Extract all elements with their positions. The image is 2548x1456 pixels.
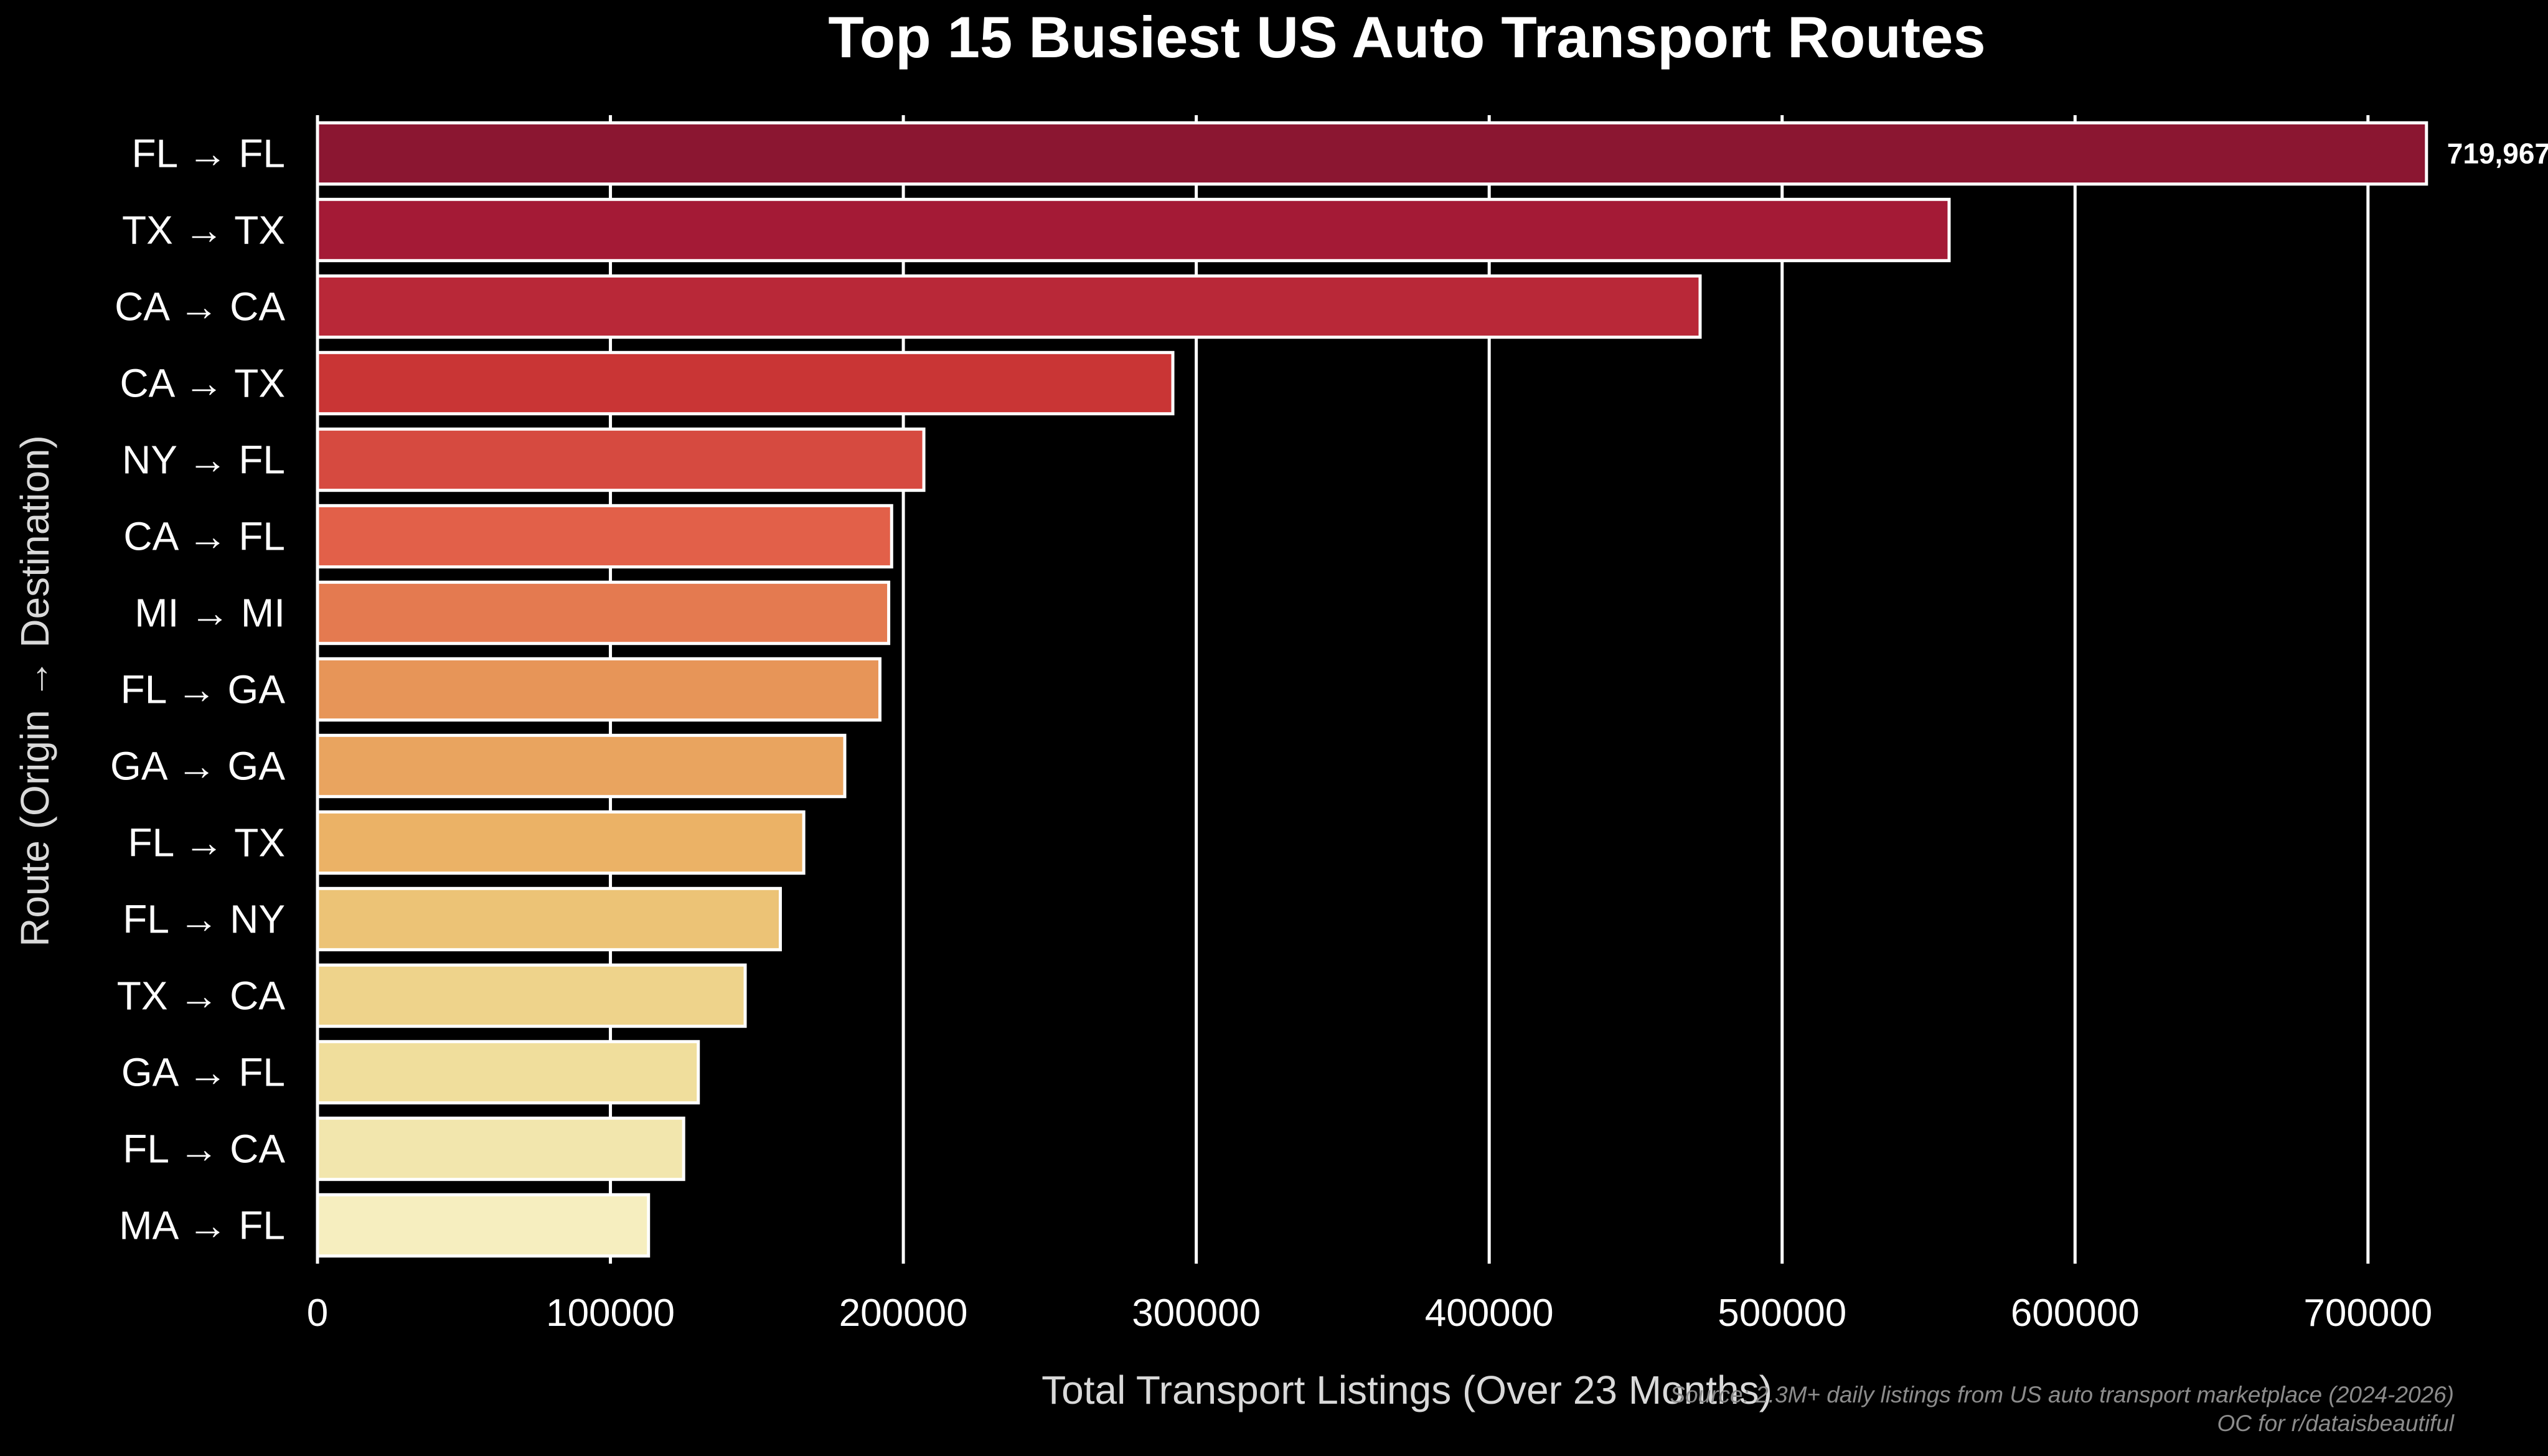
y-tick-label: MI → MI [134,591,285,636]
bar [316,1040,700,1105]
y-tick-label: CA → CA [115,284,285,329]
y-tick-label: FL → NY [123,897,285,942]
y-tick-label: GA → GA [110,744,285,789]
chart-title: Top 15 Busiest US Auto Transport Routes [828,4,1985,70]
x-tick-label: 200000 [839,1292,968,1335]
x-tick-label: 0 [307,1292,328,1335]
y-tick-label: FL → TX [128,820,286,865]
y-tick-labels: FL → FL TX → TX CA → CA CA → TX NY → FL CA → … [110,131,285,1248]
y-tick-label: CA → TX [120,361,285,406]
x-axis-label: Total Transport Listings (Over 23 Months… [1041,1368,1772,1412]
y-tick-label: FL → CA [123,1127,285,1172]
y-tick-label: FL → GA [121,667,286,712]
bar [316,657,881,722]
x-tick-label: 600000 [2011,1292,2140,1335]
y-tick-label: TX → CA [117,974,286,1018]
value-labels: 719,967 [2447,138,2548,170]
x-tick-label: 100000 [546,1292,675,1335]
source-note: Source: 2.3M+ daily listings from US aut… [1670,1382,2454,1407]
y-tick-label: CA → FL [123,514,285,559]
bar [316,350,1175,416]
bar [316,504,893,569]
bar [316,810,806,875]
x-tick-label: 300000 [1132,1292,1261,1335]
bar [316,121,2428,186]
bar [316,1193,651,1258]
y-tick-label: GA → FL [121,1050,285,1095]
y-tick-label: TX → TX [122,208,285,253]
bar [316,274,1702,339]
bar [316,733,847,799]
y-axis-label: Route (Origin → Destination) [12,435,57,947]
y-tick-label: FL → FL [131,131,285,176]
bar [316,1116,685,1181]
x-tick-label: 500000 [1718,1292,1846,1335]
bar [316,886,782,952]
value-label: 719,967 [2447,138,2548,170]
x-tick-labels: 0 100000 200000 300000 400000 500000 600000 700… [307,1292,2433,1335]
y-tick-label: MA → FL [119,1203,285,1248]
bar [316,197,1951,263]
x-tick-label: 700000 [2303,1292,2432,1335]
bar [316,963,747,1028]
bar [316,427,926,492]
bar [316,580,891,646]
y-tick-label: NY → FL [122,438,285,482]
bars [316,121,2428,1258]
x-tick-label: 400000 [1425,1292,1554,1335]
credit-note: OC for r/dataisbeautiful [2217,1411,2455,1436]
